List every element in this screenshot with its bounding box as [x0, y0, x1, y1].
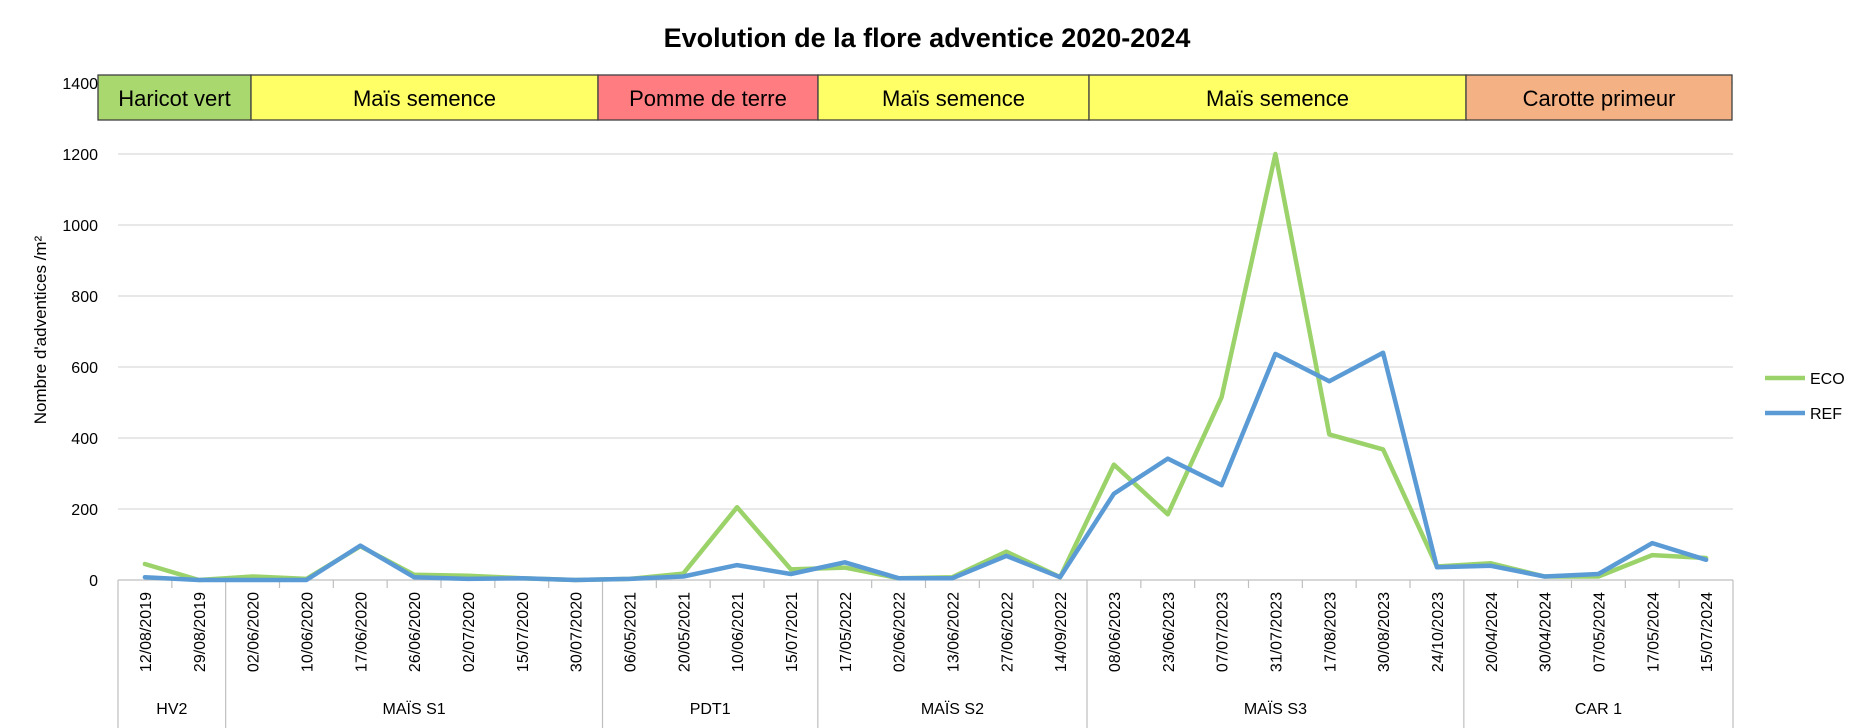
crop-band-label: Maïs semence — [1206, 86, 1349, 111]
x-category-label: 10/06/2021 — [730, 592, 747, 672]
y-tick-label: 1200 — [62, 147, 98, 164]
y-tick-label: 0 — [89, 573, 98, 590]
x-category-label: 30/08/2023 — [1376, 592, 1393, 672]
crop-band-label: Maïs semence — [882, 86, 1025, 111]
y-tick-label: 1000 — [62, 218, 98, 235]
x-category-label: 17/05/2022 — [838, 592, 855, 672]
x-category-label: 02/06/2020 — [246, 592, 263, 672]
crop-band — [250, 74, 599, 121]
x-category-label: 15/07/2021 — [784, 592, 801, 672]
x-category-label: 30/07/2020 — [569, 592, 586, 672]
x-category-label: 27/06/2022 — [999, 592, 1016, 672]
x-category-label: 07/05/2024 — [1591, 592, 1608, 672]
crop-band-label: Haricot vert — [118, 86, 230, 111]
crop-band-label: Pomme de terre — [629, 86, 787, 111]
y-tick-label: 800 — [71, 289, 98, 306]
x-group-label: MAÏS S1 — [383, 700, 446, 718]
y-tick-label: 1400 — [62, 76, 98, 93]
series-lines — [142, 151, 1709, 583]
x-category-label: 15/07/2024 — [1699, 592, 1716, 672]
x-category-label: 02/06/2022 — [892, 592, 909, 672]
crop-bands: Haricot vert Maïs semence Pomme de terre Ma… — [97, 74, 1733, 121]
legend-label-eco: ECO — [1810, 371, 1845, 388]
y-axis-label: Nombre d'adventices /m² — [31, 235, 50, 424]
legend: ECO REF — [1765, 371, 1845, 423]
x-category-label: 26/06/2020 — [407, 592, 424, 672]
x-category-label: 12/08/2019 — [138, 592, 155, 672]
y-axis-ticks: 0 200 400 600 800 1000 1200 1400 — [62, 76, 98, 590]
x-category-label: 02/07/2020 — [461, 592, 478, 672]
x-group-label: CAR 1 — [1575, 701, 1622, 718]
x-category-label: 23/06/2023 — [1161, 592, 1178, 672]
x-category-label: 17/08/2023 — [1322, 592, 1339, 672]
crop-band-label: Maïs semence — [353, 86, 496, 111]
x-axis: 12/08/2019 29/08/2019 02/06/2020 10/06/2020… — [117, 579, 1734, 728]
y-tick-label: 400 — [71, 431, 98, 448]
x-category-label: 08/06/2023 — [1107, 592, 1124, 672]
x-category-label: 14/09/2022 — [1053, 592, 1070, 672]
crop-band — [1088, 74, 1467, 121]
x-group-label: MAÏS S3 — [1244, 700, 1307, 718]
crop-band — [97, 74, 252, 121]
chart-title: Evolution de la flore adventice 2020-202… — [664, 23, 1191, 53]
x-category-label: 07/07/2023 — [1215, 592, 1232, 672]
crop-band — [597, 74, 819, 121]
x-category-label: 17/05/2024 — [1645, 592, 1662, 672]
x-category-label: 10/06/2020 — [299, 592, 316, 672]
x-group-label: MAÏS S2 — [921, 700, 984, 718]
x-category-label: 15/07/2020 — [515, 592, 532, 672]
crop-band — [1465, 74, 1733, 121]
crop-band-label: Carotte primeur — [1523, 86, 1676, 111]
x-category-label: 24/10/2023 — [1430, 592, 1447, 672]
y-tick-label: 200 — [71, 502, 98, 519]
x-category-label: 20/05/2021 — [676, 592, 693, 672]
y-tick-label: 600 — [71, 360, 98, 377]
x-category-label: 06/05/2021 — [622, 592, 639, 672]
x-category-label: 30/04/2024 — [1538, 592, 1555, 672]
x-group-label: HV2 — [156, 701, 187, 718]
x-group-label: PDT1 — [690, 701, 731, 718]
x-category-label: 20/04/2024 — [1484, 592, 1501, 672]
series-line-ref — [142, 350, 1709, 583]
x-category-label: 13/06/2022 — [945, 592, 962, 672]
legend-label-ref: REF — [1810, 406, 1842, 423]
gridlines — [118, 82, 1733, 510]
crop-band — [817, 74, 1090, 121]
x-category-label: 29/08/2019 — [192, 592, 209, 672]
x-category-label: 31/07/2023 — [1268, 592, 1285, 672]
x-category-label: 17/06/2020 — [353, 592, 370, 672]
